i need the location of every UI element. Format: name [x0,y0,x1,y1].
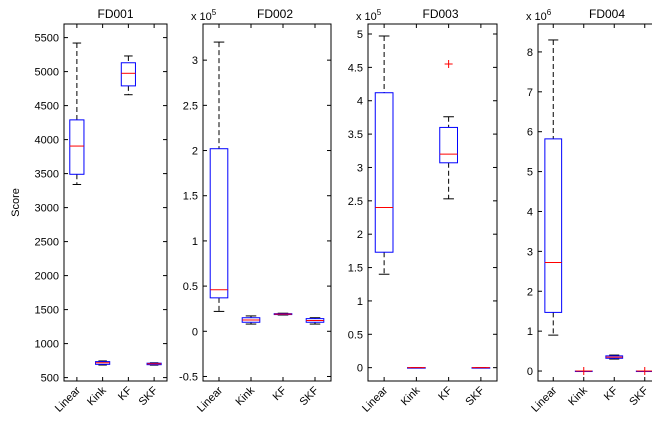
y-tick-label: 0 [527,366,533,378]
y-tick-label: 500 [41,373,59,385]
box-kf [440,60,458,199]
subplot-title: FD002 [257,7,293,21]
y-tick-label: 7 [527,87,533,99]
y-tick-label: 4000 [35,135,59,147]
y-tick-label: 1 [192,236,198,248]
y-tick-label: 1.5 [183,191,198,203]
y-tick-label: 1500 [35,305,59,317]
y-axis-label: Score [10,188,22,217]
axes-frame [203,24,331,381]
y-tick-label: 0.5 [348,329,363,341]
y-tick-label: 4.5 [348,62,363,74]
y-tick-label: 1 [357,296,363,308]
y-axis-multiplier: x 105 [356,8,382,23]
x-tick-label: KF [602,384,621,403]
y-tick-label: 8 [527,47,533,59]
y-tick-label: 3500 [35,169,59,181]
box-skf [636,367,652,375]
y-tick-label: -0.5 [179,371,198,383]
x-tick-label: Linear [53,384,83,414]
y-tick-label: 2 [357,229,363,241]
x-tick-label: Kink [85,384,109,408]
y-tick-label: 3 [192,55,198,67]
y-axis-multiplier: x 106 [526,8,552,23]
box-linear [375,36,393,274]
axes-frame [538,24,652,381]
y-tick-label: 5 [527,167,533,179]
box-linear [70,43,84,184]
y-tick-label: 4500 [35,101,59,113]
y-tick-label: 2.5 [183,100,198,112]
box-skf [472,368,490,369]
x-tick-label: SKF [297,384,321,408]
subplot-title: FD004 [589,7,625,21]
x-tick-label: KF [436,384,455,403]
subplot-title: FD001 [97,7,133,21]
box-skf [147,363,161,365]
box-kink [408,368,426,369]
y-tick-label: 2500 [35,237,59,249]
x-tick-label: Kink [399,384,423,408]
y-tick-label: 5 [357,29,363,41]
iqr-box [440,127,458,162]
box-kf [121,56,135,95]
subplot-title: FD003 [422,7,458,21]
x-tick-label: KF [271,384,290,403]
x-tick-label: SKF [627,384,651,408]
subplot-fd002: FD002 x 105 -0.5 0 0.5 1 1.5 2 2.5 3 Linear Kink K… [179,7,331,415]
outlier-marker [580,367,588,375]
axes-frame [64,24,167,381]
y-tick-label: 2 [527,286,533,298]
iqr-box [70,120,84,174]
y-tick-label: 1000 [35,339,59,351]
y-tick-label: 3.5 [348,129,363,141]
y-axis-multiplier: x 105 [191,8,217,23]
y-tick-label: 2000 [35,271,59,283]
box-kf [606,355,623,359]
x-tick-label: Linear [360,384,390,414]
x-tick-label: Kink [566,384,590,408]
box-linear [545,40,562,335]
outlier-marker [445,60,453,68]
iqr-box [545,139,562,313]
box-kink [96,361,110,365]
y-tick-label: 5000 [35,67,59,79]
box-skf [306,318,324,324]
y-tick-label: 3 [357,162,363,174]
y-tick-label: 2 [192,146,198,158]
y-tick-label: 3 [527,246,533,258]
y-tick-label: 1 [527,326,533,338]
axes-frame [368,24,497,381]
x-tick-label: SKF [463,384,487,408]
subplot-fd001: FD001 Score 500 1000 1500 2000 2500 3000 3500 4… [10,7,167,415]
outlier-marker [641,367,649,375]
y-tick-label: 3000 [35,203,59,215]
y-tick-label: 4 [357,96,363,108]
iqr-box [121,63,135,86]
box-kf [274,313,292,315]
y-tick-label: 6 [527,127,533,139]
x-tick-label: Linear [195,384,225,414]
x-tick-label: Linear [529,384,559,414]
box-kink [242,316,260,324]
x-tick-label: SKF [137,384,161,408]
subplot-fd004: FD004 x 106 0 1 2 3 4 5 6 7 8 Linear Kink KF SKF [526,7,652,415]
x-tick-label: KF [116,384,135,403]
iqr-box [375,93,393,252]
y-tick-label: 5500 [35,33,59,45]
box-kink [575,367,592,375]
y-tick-label: 0 [192,326,198,338]
y-tick-label: 2.5 [348,196,363,208]
box-linear [210,42,228,311]
y-tick-label: 0 [357,363,363,375]
x-tick-label: Kink [233,384,257,408]
y-tick-label: 4 [527,206,533,218]
y-tick-label: 1.5 [348,263,363,275]
iqr-box [210,149,228,298]
y-tick-label: 0.5 [183,281,198,293]
subplot-fd003: FD003 x 105 0 0.5 1 1.5 2 2.5 3 3.5 4 4.5 5 Linear K… [348,7,497,415]
